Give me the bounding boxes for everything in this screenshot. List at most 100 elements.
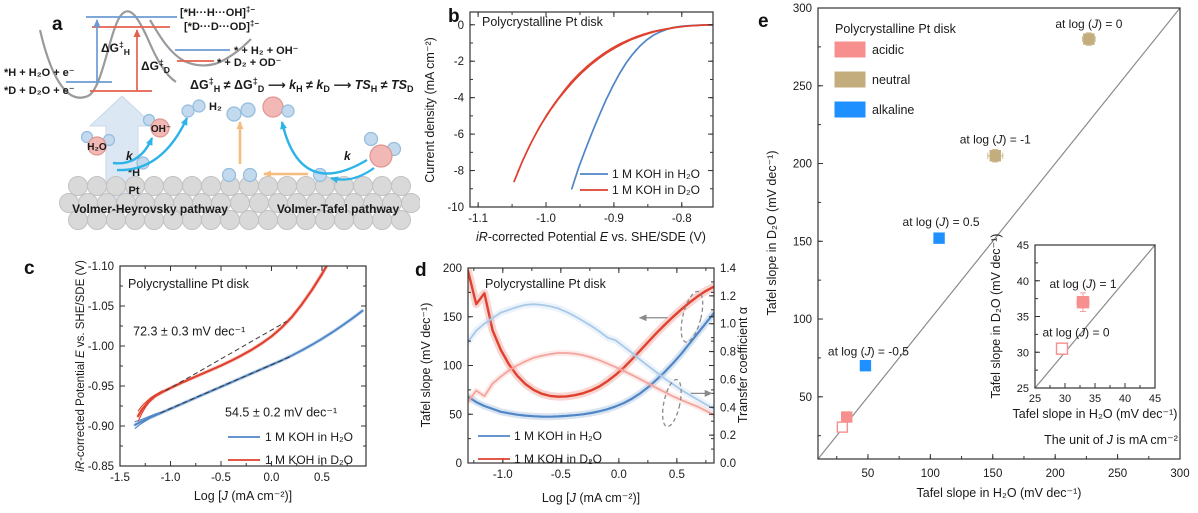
series-group	[133, 266, 365, 429]
legend-label: 1 M KOH in D₂O	[612, 183, 700, 197]
pt-atom-icon	[239, 210, 259, 230]
panel-letter-d: d	[415, 260, 427, 281]
y-tick-label: 100	[793, 314, 812, 326]
y-tick-label: -1.00	[88, 341, 114, 353]
pt-atom-icon	[182, 176, 202, 196]
x-tick-label: -0.5	[211, 472, 231, 484]
panel-b-polarization-chart: -1.1 -1.0 -0.9 -0.8 0 -2 -4 -6 -8 -10 Polycrystall…	[423, 11, 714, 244]
y-tick-label: 150	[443, 312, 462, 324]
adsorbed-h-icon	[221, 167, 237, 183]
marker-square	[859, 359, 872, 372]
y-tick-label: 200	[443, 263, 462, 275]
y-tick-label: -0.85	[88, 461, 114, 473]
product-label-h: * + H₂ + OH⁻	[234, 45, 299, 57]
chart-title: Polycrystalline Pt disk	[128, 277, 250, 291]
y-tick-label: -0.95	[88, 381, 114, 393]
y-axis-label: Current density (mA cm⁻²)	[423, 37, 437, 183]
legend-label: 1 M KOH in H₂O	[514, 429, 602, 443]
data-point-acidic	[1076, 292, 1090, 312]
pt-surface-lattice	[59, 176, 420, 230]
series-transfer-coefficient-d2o	[468, 352, 714, 416]
pt-atom-icon	[296, 176, 316, 196]
y2-tick-label: 1.2	[720, 291, 736, 303]
y-axis-label: iR-corrected Potential E vs. SHE/SDE (V)	[75, 260, 87, 472]
delta-g-d-label: ΔG‡D	[141, 57, 170, 75]
panel-a-schematic: [*H···H···OH]‡−[*D···D···OD]‡− * + H₂ + O…	[4, 5, 420, 230]
panel-letter-e: e	[758, 11, 769, 32]
x-tick-label: -1.0	[161, 472, 181, 484]
pt-atom-icon	[353, 176, 373, 196]
product-energy-curve	[149, 19, 252, 67]
y-axis-label: Tafel slope in D₂O (mV dec⁻¹)	[765, 151, 779, 316]
y-axis-label: Tafel slope in D₂O (mV dec⁻¹)	[989, 234, 1003, 399]
point-label: at log (J) = 1	[1049, 277, 1116, 291]
pt-atom-icon	[401, 193, 420, 213]
x-tick-label: 50	[862, 468, 875, 480]
product-label-d: * + D₂ + OD⁻	[217, 57, 282, 69]
rate-constant-left: k	[126, 149, 134, 163]
y2-tick-label: 1.4	[720, 263, 737, 275]
point-label: at log (J) = 0	[1042, 326, 1109, 340]
pt-atom-icon	[249, 193, 269, 213]
kinetics-equation: ΔG‡H ≠ ΔG‡D ⟶ kH ≠ kD ⟶ TSH ≠ TSD	[190, 76, 414, 94]
y-tick-label: 45	[1017, 240, 1029, 252]
series-h2o-replicate-a	[134, 412, 161, 429]
x-tick-label: 100	[921, 468, 940, 480]
y2-tick-label: 0.4	[720, 402, 737, 414]
y-tick-label: 25	[1017, 383, 1029, 395]
h-atom-icon	[363, 131, 379, 147]
y2-tick-label: 1.0	[720, 319, 736, 331]
x-tick-label: -0.8	[672, 213, 692, 225]
product-water-icon	[262, 96, 284, 118]
y-tick-label: 30	[1017, 347, 1029, 359]
legend: 1 M KOH in H₂O 1 M KOH in D₂O	[478, 429, 602, 466]
h2-label: H₂	[209, 101, 222, 113]
pathway-caption-left: Volmer-Heyrovsky pathway	[72, 202, 228, 216]
pt-atom-icon	[372, 176, 392, 196]
panel-letter-c: c	[24, 258, 35, 279]
pt-atom-icon	[258, 210, 278, 230]
y-tick-label: 250	[793, 81, 812, 93]
legend: 1 M KOH in H₂O 1 M KOH in D₂O	[228, 430, 353, 467]
legend-label: acidic	[872, 43, 904, 57]
y-tick-label: 150	[793, 236, 812, 248]
h2o-label: H₂O	[87, 142, 107, 153]
y-tick-label: -8	[454, 166, 464, 178]
axes: 50 100 150 200 250 300 50 100 150 200 250 300	[793, 3, 1190, 480]
reactant-label-h: *H + H₂O + e⁻	[4, 67, 75, 79]
pt-atom-icon	[87, 176, 107, 196]
parity-line	[1034, 244, 1156, 389]
y-tick-label: -6	[454, 129, 464, 141]
reactant-energy-curve	[38, 10, 177, 99]
pt-atom-icon	[230, 193, 250, 213]
x-tick-label: 30	[1059, 393, 1071, 405]
y-tick-label: -4	[454, 93, 465, 105]
y-tick-label: 40	[1017, 276, 1029, 288]
unit-note: The unit of J is mA cm⁻²	[1044, 433, 1178, 447]
legend-label: 1 M KOH in H₂O	[612, 167, 700, 181]
legend-label: 1 M KOH in H₂O	[265, 430, 353, 444]
panel-d-tafel-slope-chart: -1.0 -0.5 0.0 0.5 0 50 100 150 200 0.0 0.2 0.4 0.6 0.…	[419, 263, 750, 505]
x-tick-label: 0.5	[314, 472, 330, 484]
legend-swatch-acidic	[834, 41, 866, 58]
x-tick-label: -0.9	[604, 213, 624, 225]
marker-square	[1055, 342, 1069, 355]
parity-line	[817, 7, 1181, 460]
x-tick-label: 25	[1029, 393, 1041, 405]
energy-diagram: [*H···H···OH]‡−[*D···D···OD]‡− * + H₂ + O…	[4, 5, 414, 99]
y-axis-label: Tafel slope (mV dec⁻¹)	[419, 303, 433, 428]
point-label: at log (J) = 0	[1055, 17, 1122, 31]
y2-tick-label: 0.8	[720, 347, 736, 359]
chart-title: Polycrystalline Pt disk	[482, 15, 604, 29]
h-atom-icon	[181, 104, 195, 118]
legend-label: 1 M KOH in D₂O	[265, 453, 353, 467]
y-tick-label: 300	[793, 3, 812, 15]
data-point-alkaline	[859, 359, 872, 372]
y-tick-label: 50	[449, 409, 462, 421]
oh-label: OH⁻	[151, 124, 171, 135]
reactant-label-d: *D + D₂O + e⁻	[4, 85, 75, 97]
pt-atom-icon	[163, 176, 183, 196]
x-axis-label: iR-corrected Potential E vs. SHE/SDE (V)	[476, 230, 706, 244]
data-point-neutral	[1082, 32, 1096, 46]
